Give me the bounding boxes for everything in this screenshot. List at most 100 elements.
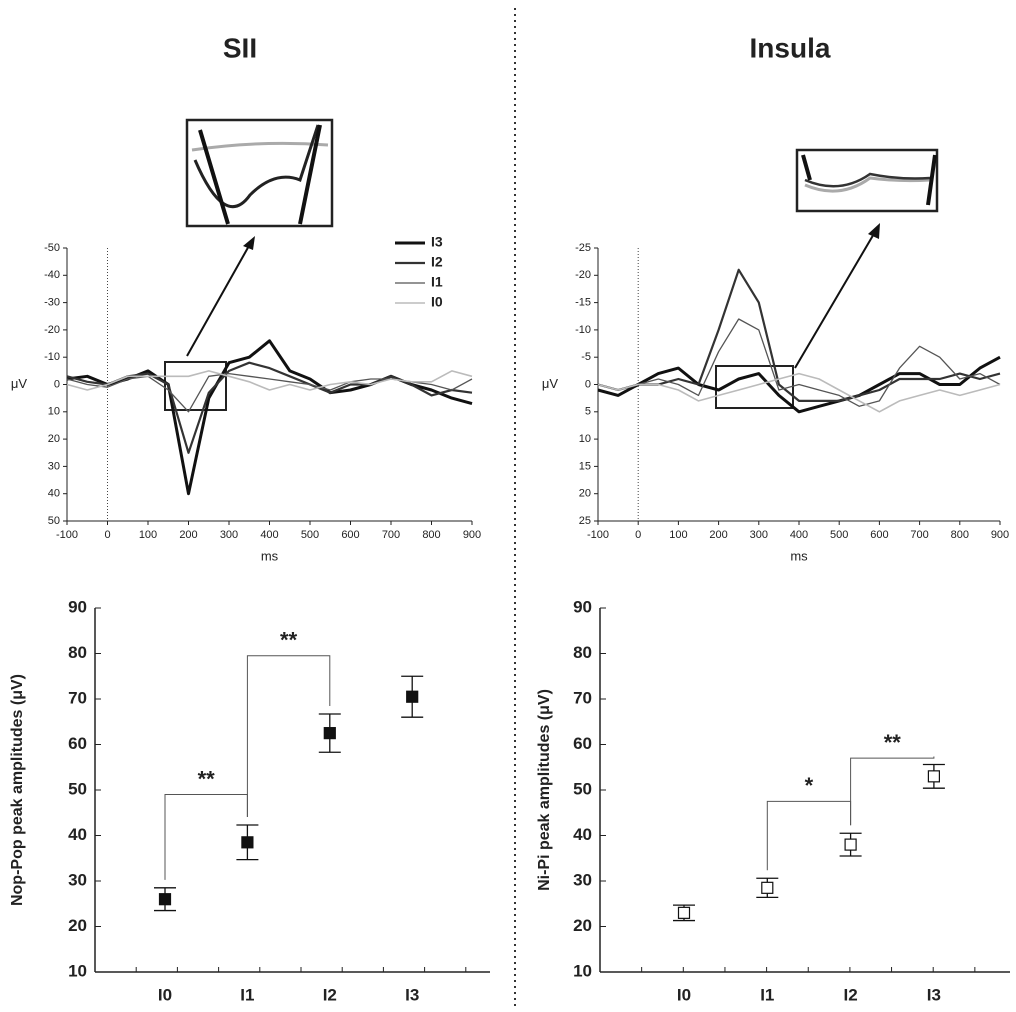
y-tick-label: 40 [48, 488, 60, 500]
y-tick-label: 10 [68, 961, 87, 980]
y-tick-label: -20 [44, 324, 60, 336]
x-tick-label: 700 [910, 529, 928, 541]
x-tick-label: 100 [139, 529, 157, 541]
zoom-arrow [794, 231, 876, 369]
inset-trace [804, 172, 931, 188]
zoom-box [164, 361, 227, 411]
y-tick-label: 30 [573, 870, 592, 889]
series-line [597, 268, 1001, 402]
y-tick-label: 50 [68, 779, 87, 798]
zoom-arrow [186, 243, 251, 357]
y-tick-label: 90 [68, 597, 87, 616]
significance-bracket [766, 800, 852, 871]
x-tick-label: 800 [951, 529, 969, 541]
significance-bracket [164, 794, 248, 880]
significance-label: ** [280, 628, 298, 653]
x-tick-label: 600 [870, 529, 888, 541]
marker [406, 690, 419, 703]
series-line [597, 355, 1001, 414]
series-line [597, 318, 1001, 407]
x-tick-label: I2 [844, 985, 858, 1004]
inset-box [185, 118, 334, 228]
y-tick-label: 20 [579, 488, 591, 500]
y-tick-label: 30 [68, 870, 87, 889]
x-tick-label: 500 [830, 529, 848, 541]
y-tick-label: 60 [573, 734, 592, 753]
series-line [66, 370, 473, 391]
y-tick-label: 40 [573, 825, 592, 844]
series-line [66, 339, 473, 496]
y-tick-label: 40 [68, 825, 87, 844]
x-tick-label: 700 [382, 529, 400, 541]
y-tick-label: 10 [48, 406, 60, 418]
y-tick-label: -10 [575, 324, 591, 336]
inset-trace [801, 154, 937, 206]
x-tick-label: I3 [405, 985, 419, 1004]
significance-label: * [805, 773, 814, 798]
x-tick-label: I0 [677, 985, 691, 1004]
y-tick-label: 20 [68, 916, 87, 935]
y-tick-label: -50 [44, 242, 60, 254]
x-axis-label: ms [790, 548, 808, 563]
chart-title: Insula [750, 32, 831, 63]
y-axis-label: Nop-Pop peak amplitudes (μV) [9, 674, 26, 906]
y-tick-label: 30 [48, 460, 60, 472]
zoom-box [715, 365, 794, 409]
x-tick-label: 400 [260, 529, 278, 541]
y-tick-label: 10 [579, 433, 591, 445]
marker [158, 893, 172, 906]
y-axis-label: μV [542, 376, 558, 391]
y-tick-label: 0 [585, 378, 591, 390]
x-tick-label: -100 [587, 529, 609, 541]
zoom-inset [715, 148, 939, 409]
chart-title: SII [223, 32, 257, 63]
inset-trace [804, 176, 931, 193]
x-tick-label: 200 [709, 529, 727, 541]
series-line [597, 372, 1001, 413]
y-tick-label: 70 [68, 688, 87, 707]
y-tick-label: 80 [68, 643, 87, 662]
x-tick-label: 400 [790, 529, 808, 541]
x-tick-label: 900 [463, 529, 481, 541]
marker [241, 836, 254, 849]
x-tick-label: 500 [301, 529, 319, 541]
y-tick-label: 20 [573, 916, 592, 935]
x-tick-label: I0 [158, 985, 172, 1004]
marker [761, 881, 774, 894]
inset-box [795, 148, 939, 213]
x-tick-label: I1 [240, 985, 254, 1004]
arrow-head [243, 236, 255, 250]
x-tick-label: 0 [104, 529, 110, 541]
y-tick-label: 50 [573, 779, 592, 798]
series-line [66, 361, 473, 454]
x-tick-label: 300 [750, 529, 768, 541]
marker [927, 770, 941, 783]
x-tick-label: 900 [991, 529, 1009, 541]
y-tick-label: -20 [575, 269, 591, 281]
y-tick-label: 0 [54, 378, 60, 390]
significance-bracket [850, 756, 935, 826]
y-tick-label: 90 [573, 597, 592, 616]
y-tick-label: -40 [44, 269, 60, 281]
y-tick-label: -10 [44, 351, 60, 363]
y-tick-label: 5 [585, 406, 591, 418]
arrow-head [868, 223, 880, 239]
x-tick-label: I1 [760, 985, 774, 1004]
y-tick-label: -30 [44, 297, 60, 309]
inset-trace [193, 124, 320, 209]
marker [323, 727, 336, 740]
inset-trace [191, 141, 329, 152]
significance-label: ** [884, 730, 902, 755]
significance-bracket [246, 655, 331, 818]
inset-trace [198, 124, 322, 225]
y-tick-label: -25 [575, 242, 591, 254]
y-tick-label: 80 [573, 643, 592, 662]
y-tick-label: 60 [68, 734, 87, 753]
x-tick-label: -100 [56, 529, 78, 541]
legend-label: I2 [431, 254, 443, 270]
y-tick-label: -15 [575, 297, 591, 309]
x-tick-label: 200 [179, 529, 197, 541]
y-tick-label: -5 [581, 351, 591, 363]
marker [844, 838, 857, 851]
